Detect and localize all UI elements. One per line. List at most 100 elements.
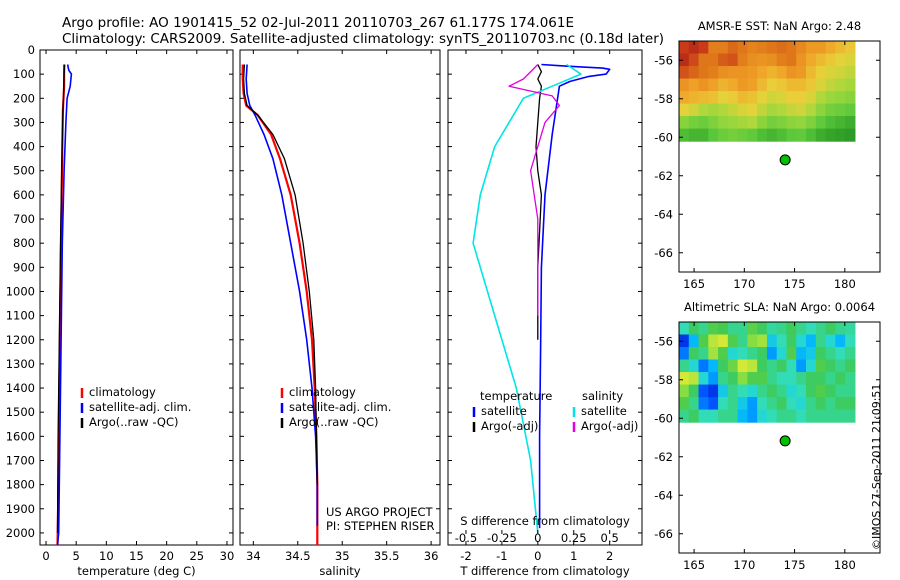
y-tick-label: 1000: [6, 284, 35, 298]
heatmap-cell: [845, 372, 856, 386]
heatmap-cell: [698, 372, 709, 386]
heatmap-cell: [766, 359, 778, 373]
heatmap-cell: [679, 334, 690, 348]
panel-salinity: 34 34.5 35 35.5 36 salinity climatologysatelli…: [239, 49, 441, 578]
map-frame: [678, 40, 881, 273]
heatmap-cell: [727, 409, 739, 423]
heatmap-cell: [757, 66, 768, 80]
heatmap-cell: [737, 347, 748, 361]
heatmap-cell: [688, 372, 700, 386]
heatmap-cell: [766, 53, 778, 67]
heatmap-cell: [776, 128, 788, 142]
float-position-marker: [779, 154, 791, 166]
heatmap-cell: [835, 409, 846, 423]
annotation-text: US ARGO PROJECT: [326, 505, 434, 519]
heatmap-cell: [727, 334, 739, 348]
heatmap-cell: [679, 53, 690, 67]
heatmap-cell: [766, 322, 778, 336]
heatmap-cell: [786, 103, 797, 117]
heatmap-cell: [815, 78, 827, 92]
x-tick-label: 170: [733, 558, 755, 572]
heatmap-cell: [757, 397, 768, 411]
heatmap-cell: [688, 322, 700, 336]
heatmap-cell: [708, 103, 719, 117]
heatmap-cell: [698, 91, 709, 105]
heatmap-cell: [845, 41, 856, 55]
heatmap-cell: [776, 384, 788, 398]
heatmap-cell: [786, 53, 797, 67]
heatmap-cell: [737, 91, 748, 105]
heatmap-cell: [845, 322, 856, 336]
heatmap-cell: [727, 384, 739, 398]
heatmap-cell: [835, 347, 846, 361]
heatmap-cell: [845, 347, 856, 361]
heatmap-cell: [776, 347, 788, 361]
heatmap-cell: [786, 372, 797, 386]
heatmap-cell: [776, 397, 788, 411]
heatmap-cell: [688, 53, 700, 67]
heatmap-cell: [845, 66, 856, 80]
heatmap-cell: [835, 334, 846, 348]
legend-entry: climatology: [89, 385, 156, 399]
x-tick-label: 180: [834, 277, 856, 291]
heatmap-cell: [825, 347, 836, 361]
heatmap-cell: [835, 128, 846, 142]
heatmap-cell: [698, 103, 709, 117]
panel-sla: Altimetric SLA: NaN Argo: 0.0064 -56 -58 -6…: [654, 300, 881, 572]
heatmap-cell: [737, 409, 748, 423]
heatmap-cell: [845, 103, 856, 117]
x-tick-label: 175: [784, 558, 806, 572]
heatmap-cell: [747, 41, 758, 55]
heatmap-cell: [815, 347, 827, 361]
heatmap-cell: [835, 397, 846, 411]
heatmap-cell: [845, 384, 856, 398]
heatmap-cell: [718, 53, 729, 67]
heatmap-cell: [825, 116, 836, 130]
heatmap-cell: [786, 128, 797, 142]
heatmap-cell: [825, 78, 836, 92]
imos-timestamp: ©IMOS 27-Sep-2011 21:09:51: [870, 383, 883, 550]
legend-entry: satellite-adj. clim.: [289, 400, 391, 414]
heatmap-cell: [786, 91, 797, 105]
heatmap-cell: [796, 78, 807, 92]
heatmap-cell: [757, 53, 768, 67]
plot-frame: [39, 49, 234, 546]
y-tick-label: 500: [13, 164, 35, 178]
heatmap-cell: [845, 128, 856, 142]
heatmap-cell: [825, 103, 836, 117]
heatmap-cell: [757, 409, 768, 423]
heatmap-cell: [825, 384, 836, 398]
y-tick-label: 400: [13, 140, 35, 154]
heatmap-cell: [737, 128, 748, 142]
heatmap-cell: [737, 103, 748, 117]
panel-temperature: 0100200300400500600700800900100011001200…: [6, 43, 235, 578]
x-tick-label: 2: [606, 549, 613, 563]
y-tick-label: 100: [13, 67, 35, 81]
series-group: [56, 64, 73, 545]
heatmap-cell: [708, 397, 719, 411]
heatmap-cell: [727, 66, 739, 80]
y-tick-label: -66: [654, 246, 673, 260]
heatmap-cell: [708, 116, 719, 130]
heatmap-cell: [688, 116, 700, 130]
map-frame: [678, 321, 881, 554]
heatmap-cell: [825, 397, 836, 411]
heatmap-cell: [757, 91, 768, 105]
heatmap-cell: [757, 41, 768, 55]
heatmap-cell: [845, 359, 856, 373]
heatmap-cell: [815, 116, 827, 130]
heatmap-cell: [718, 409, 729, 423]
heatmap-cell: [737, 384, 748, 398]
heatmap-cell: [679, 41, 690, 55]
y-tick-label: 1700: [6, 453, 35, 467]
y-tick-label: 1600: [6, 429, 35, 443]
heatmap-cell: [776, 41, 788, 55]
heatmap-cell: [679, 66, 690, 80]
heatmap-cell: [845, 397, 856, 411]
heatmap-cell: [698, 116, 709, 130]
y-tick-label: -62: [654, 450, 673, 464]
heatmap-cell: [806, 359, 817, 373]
panel-sst: AMSR-E SST: NaN Argo: 2.48 -56 -58 -60 -62 -6…: [654, 19, 881, 291]
heatmap-cells: [679, 322, 856, 423]
heatmap-cell: [776, 372, 788, 386]
